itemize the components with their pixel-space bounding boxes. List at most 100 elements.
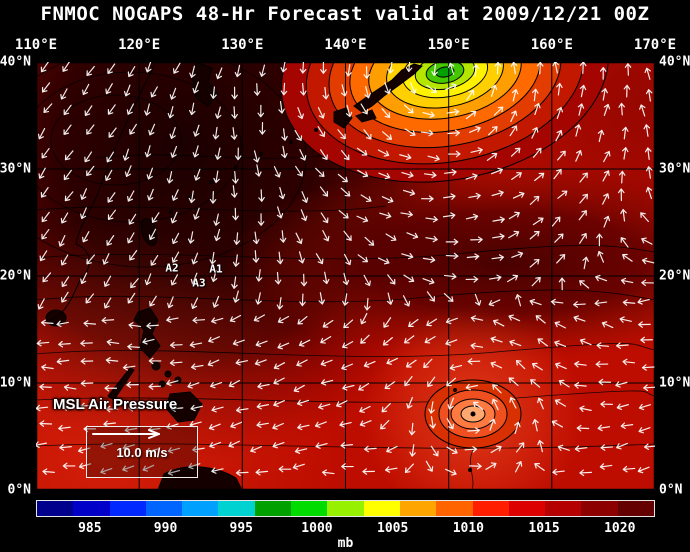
wind-arrows-layer: [36, 62, 655, 477]
wind-arrow: [252, 231, 260, 245]
wind-arrow: [343, 319, 354, 329]
wind-arrow: [553, 168, 562, 180]
lat-tick-label: 20°N: [0, 268, 31, 284]
wind-arrow: [445, 339, 458, 346]
colorbar-cell: [363, 501, 400, 516]
pressure-colorbar: [36, 500, 655, 517]
wind-arrow: [641, 237, 653, 245]
colorbar-tick-label: 1020: [604, 521, 636, 536]
wind-arrow: [36, 339, 50, 347]
wind-arrow: [277, 315, 290, 324]
wind-arrow: [127, 292, 136, 304]
wind-arrow: [128, 404, 141, 412]
wind-arrow: [63, 169, 72, 181]
wind-arrow: [582, 256, 589, 270]
wind-arrow: [345, 63, 352, 77]
wind-arrow: [104, 169, 113, 181]
wind-arrow: [641, 279, 654, 287]
wind-arrow: [425, 460, 434, 472]
wind-arrow: [298, 339, 311, 347]
wind-arrow: [210, 86, 217, 99]
wind-arrow: [622, 253, 633, 262]
wind-arrow: [579, 84, 587, 98]
wind-arrow: [192, 145, 199, 158]
wind-arrow: [640, 212, 650, 223]
wind-arrow: [41, 228, 50, 240]
lat-tick-label: 0°N: [659, 482, 683, 498]
wind-arrow: [60, 88, 68, 100]
wind-arrow: [230, 421, 243, 429]
wind-arrow: [273, 400, 285, 407]
wind-arrow: [385, 233, 397, 242]
wind-arrow: [276, 251, 284, 265]
lon-tick-label: 170°E: [633, 37, 677, 53]
wind-arrow: [510, 147, 521, 157]
wind-arrow: [107, 63, 116, 74]
wind-arrow: [424, 335, 436, 344]
wind-arrow: [167, 469, 181, 476]
wind-arrow: [485, 462, 497, 470]
wind-arrow: [638, 321, 651, 328]
wind-arrow: [579, 193, 588, 204]
wind-arrow: [381, 196, 394, 204]
wind-arrow: [426, 84, 437, 93]
wind-arrow: [531, 362, 543, 371]
wind-arrow: [537, 397, 544, 410]
wind-arrow: [510, 62, 518, 75]
wind-arrow: [343, 253, 352, 266]
wind-arrow: [555, 362, 567, 370]
wind-arrow: [189, 341, 203, 348]
lat-tick-label: 30°N: [0, 161, 31, 177]
wind-arrow: [641, 257, 655, 265]
wind-arrow: [235, 359, 248, 366]
wind-arrow: [233, 290, 240, 303]
wind-arrow: [322, 86, 330, 100]
wind-arrow: [508, 230, 520, 239]
colorbar-cell: [218, 501, 255, 516]
wind-arrow: [599, 67, 607, 80]
wind-arrow: [58, 235, 66, 247]
wind-arrow: [402, 189, 416, 196]
wind-arrow: [490, 361, 503, 369]
wind-arrow: [474, 293, 482, 306]
wind-arrow: [639, 104, 646, 117]
wind-arrow: [470, 147, 483, 154]
wind-arrow: [360, 103, 369, 115]
wind-arrow: [170, 211, 178, 224]
wind-arrow: [384, 466, 398, 473]
wind-arrow: [209, 191, 217, 204]
wind-arrow: [187, 382, 200, 389]
wind-arrow: [234, 64, 242, 78]
wind-arrow: [129, 250, 138, 261]
wind-scale-box: 10.0 m/s: [86, 426, 198, 478]
wind-arrow: [191, 297, 199, 310]
wind-arrow: [488, 299, 501, 307]
wind-arrow: [300, 273, 308, 287]
wind-arrow: [356, 147, 368, 156]
wind-arrow: [470, 315, 484, 322]
wind-arrow: [40, 187, 49, 198]
lat-tick-label: 30°N: [659, 161, 690, 177]
wind-arrow: [187, 231, 195, 244]
wind-arrow: [130, 278, 139, 289]
wind-arrow: [511, 251, 524, 258]
wind-arrow: [231, 106, 238, 119]
wind-arrow: [641, 364, 655, 371]
wind-arrow: [616, 442, 628, 450]
wind-arrow: [56, 320, 69, 328]
wind-arrow: [322, 319, 334, 328]
wind-arrow: [579, 233, 587, 244]
wind-arrow: [465, 213, 479, 221]
wind-arrow: [299, 62, 307, 74]
wind-arrow: [403, 104, 414, 114]
wind-arrow: [401, 171, 414, 178]
wind-arrow: [558, 277, 566, 291]
wind-arrow: [106, 151, 115, 163]
wind-arrow: [573, 315, 586, 322]
wind-arrow: [577, 103, 585, 116]
wind-arrow: [86, 65, 95, 76]
wind-arrow: [255, 292, 262, 305]
wind-arrow: [101, 317, 115, 324]
wind-arrow: [211, 406, 224, 413]
wind-arrow: [645, 186, 653, 200]
